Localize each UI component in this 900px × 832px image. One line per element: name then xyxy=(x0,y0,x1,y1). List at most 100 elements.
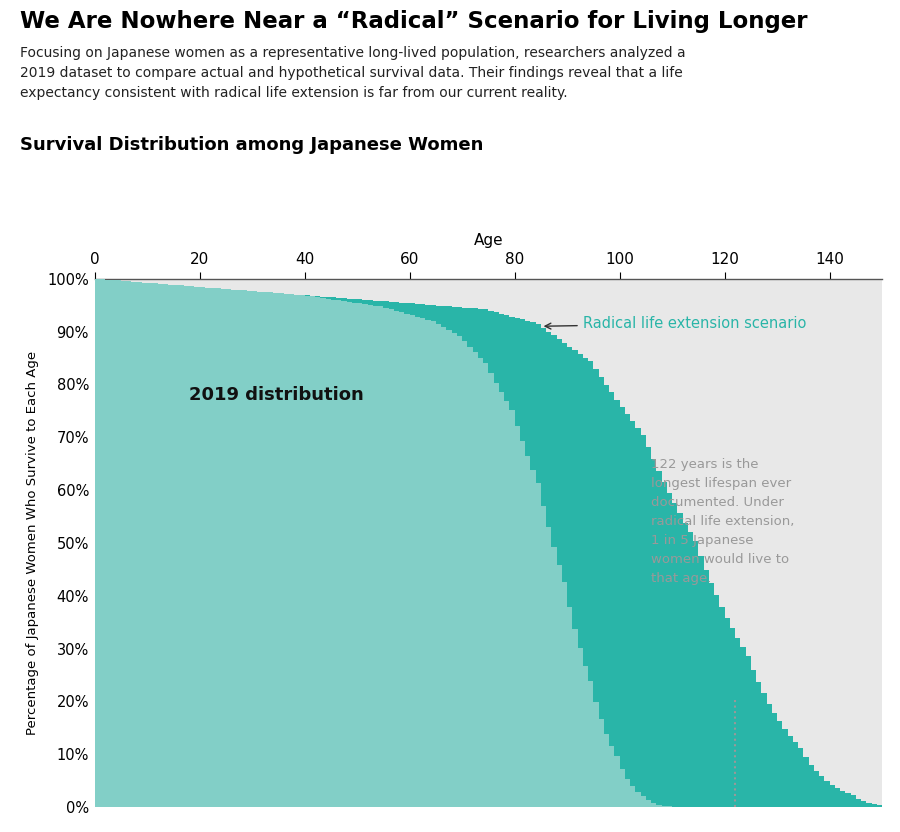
Bar xyxy=(226,290,231,807)
Text: Survival Distribution among Japanese Women: Survival Distribution among Japanese Wom… xyxy=(20,136,483,155)
Bar xyxy=(751,670,756,807)
Bar xyxy=(667,493,672,807)
Bar xyxy=(436,324,441,807)
Bar xyxy=(299,295,304,807)
Bar xyxy=(651,803,656,807)
Bar xyxy=(210,288,215,807)
Bar xyxy=(562,343,567,807)
Bar xyxy=(598,720,604,807)
Bar xyxy=(268,293,273,807)
Bar xyxy=(530,322,536,807)
Bar xyxy=(404,314,410,807)
Bar xyxy=(367,300,373,807)
Bar xyxy=(625,779,630,807)
Bar xyxy=(467,347,472,807)
Bar xyxy=(189,286,194,807)
Bar xyxy=(178,285,184,807)
Bar xyxy=(100,280,105,807)
Bar xyxy=(856,799,861,807)
Bar xyxy=(294,295,299,807)
Bar xyxy=(651,459,656,807)
Bar xyxy=(115,280,121,807)
Bar xyxy=(247,291,252,807)
Bar xyxy=(646,800,651,807)
Bar xyxy=(803,757,808,807)
Bar xyxy=(420,305,425,807)
Bar xyxy=(326,299,331,807)
Bar xyxy=(315,297,320,807)
Bar xyxy=(304,295,310,807)
Bar xyxy=(163,285,168,807)
Bar xyxy=(168,285,173,807)
Bar xyxy=(441,327,446,807)
Bar xyxy=(215,289,220,807)
Bar xyxy=(236,290,241,807)
Bar xyxy=(410,315,415,807)
Bar xyxy=(567,607,572,807)
Bar xyxy=(704,570,709,807)
Bar xyxy=(152,284,158,807)
Bar xyxy=(352,299,357,807)
Y-axis label: Percentage of Japanese Women Who Survive to Each Age: Percentage of Japanese Women Who Survive… xyxy=(26,351,39,735)
Bar xyxy=(210,288,215,807)
Bar xyxy=(341,301,346,807)
Bar xyxy=(462,308,467,807)
Bar xyxy=(546,331,551,807)
Bar xyxy=(105,280,110,807)
Bar xyxy=(483,310,488,807)
Bar xyxy=(304,295,310,807)
Bar xyxy=(551,335,556,807)
Bar xyxy=(336,300,341,807)
Bar xyxy=(509,316,515,807)
Bar xyxy=(205,288,210,807)
Bar xyxy=(310,295,315,807)
Bar xyxy=(252,291,257,807)
Bar xyxy=(158,284,163,807)
Bar xyxy=(420,319,425,807)
Bar xyxy=(861,801,866,807)
Bar xyxy=(525,321,530,807)
Bar xyxy=(646,448,651,807)
Bar xyxy=(220,289,226,807)
Bar xyxy=(604,734,609,807)
Bar xyxy=(184,286,189,807)
Bar xyxy=(147,283,152,807)
Bar xyxy=(294,295,299,807)
Bar xyxy=(446,329,452,807)
Bar xyxy=(425,319,430,807)
Bar xyxy=(137,282,142,807)
Bar xyxy=(745,656,751,807)
Bar xyxy=(241,290,247,807)
Bar xyxy=(830,785,835,807)
Bar xyxy=(488,373,493,807)
Bar xyxy=(231,290,236,807)
Bar xyxy=(641,435,646,807)
Bar xyxy=(536,483,541,807)
Bar xyxy=(284,294,289,807)
Bar xyxy=(835,788,840,807)
Bar xyxy=(767,704,772,807)
Bar xyxy=(326,297,331,807)
Bar xyxy=(871,805,877,807)
Bar xyxy=(562,582,567,807)
Bar xyxy=(515,426,520,807)
Bar xyxy=(383,308,389,807)
Bar xyxy=(845,794,850,807)
Bar xyxy=(641,795,646,807)
Bar xyxy=(515,318,520,807)
Bar xyxy=(94,279,100,807)
Bar xyxy=(284,294,289,807)
Bar xyxy=(336,298,341,807)
Bar xyxy=(173,285,178,807)
Bar xyxy=(273,293,278,807)
Bar xyxy=(882,805,887,807)
Bar xyxy=(184,286,189,807)
Bar xyxy=(147,283,152,807)
Bar xyxy=(593,369,598,807)
Bar xyxy=(352,303,357,807)
Bar xyxy=(714,595,719,807)
Bar xyxy=(131,282,137,807)
Bar xyxy=(682,522,688,807)
Bar xyxy=(493,383,499,807)
Bar xyxy=(672,503,677,807)
